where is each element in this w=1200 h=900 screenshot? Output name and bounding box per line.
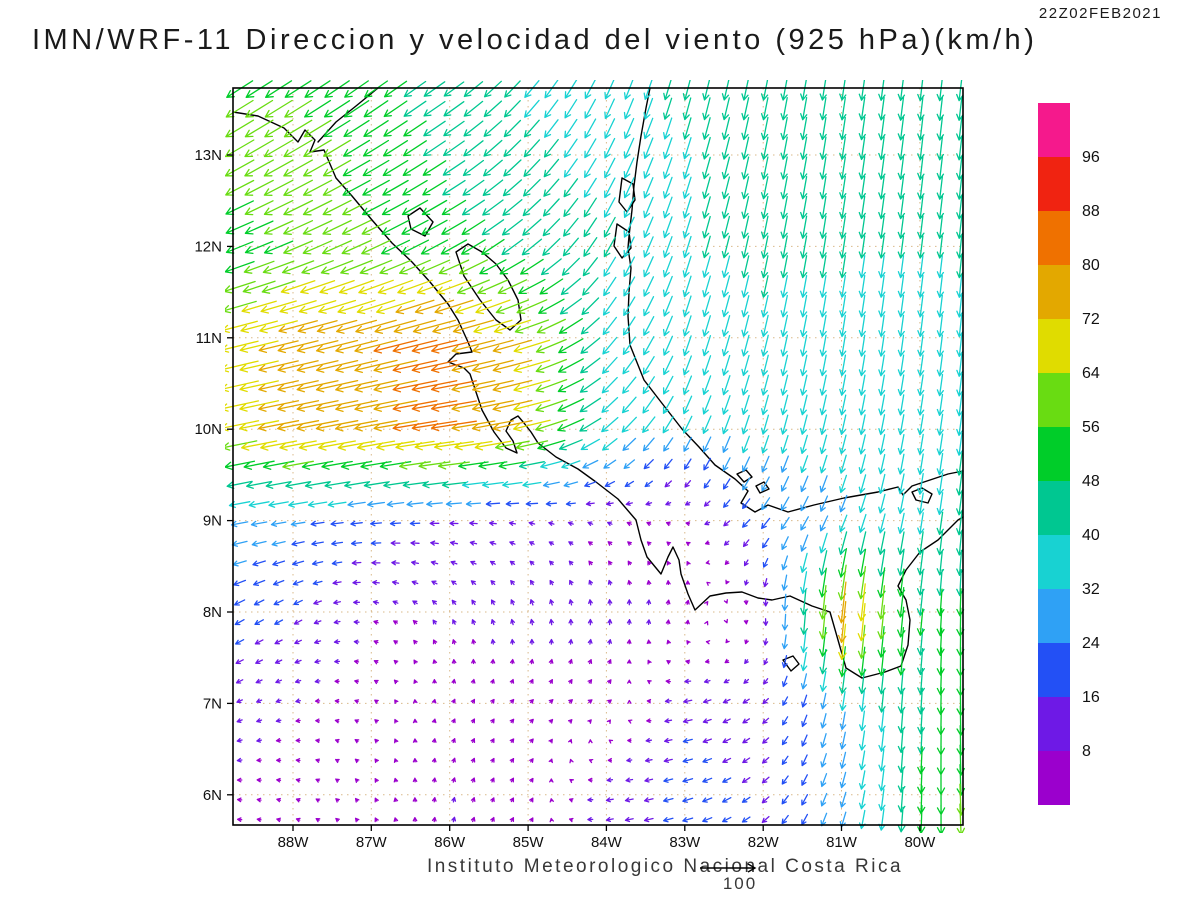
x-tick-label: 86W: [434, 834, 466, 851]
wind-vectors-layer: [373, 339, 477, 432]
bocas-island-2: [755, 481, 770, 494]
coastal-lagoon-south: [613, 223, 632, 259]
colorbar-segment: [1038, 427, 1070, 481]
colorbar-segment: [1038, 751, 1070, 805]
map-frame: [232, 87, 964, 826]
coastlines: [232, 87, 964, 679]
colorbar-label: 88: [1082, 203, 1100, 220]
x-tick-label: 80W: [904, 834, 936, 851]
colorbar-label: 64: [1082, 365, 1100, 382]
x-axis: 88W 87W 86W 85W 84W 83W 82W 81W 80W: [278, 825, 936, 851]
caption: Instituto Meteorologico Nacional Costa R…: [426, 856, 904, 877]
x-tick-label: 87W: [356, 834, 388, 851]
colorbar-segment: [1038, 319, 1070, 373]
x-tick-label: 85W: [513, 834, 545, 851]
country-border: [317, 87, 379, 143]
wind-vectors-layer: [258, 299, 847, 644]
coastal-lagoon-north: [618, 177, 636, 213]
colorbar-label: 24: [1082, 635, 1100, 652]
lake-nicaragua: [455, 243, 522, 331]
colorbar-label: 72: [1082, 311, 1100, 328]
colorbar-segment: [1038, 157, 1070, 211]
colorbar-label: 48: [1082, 473, 1100, 490]
wind-vectors-layer: [233, 457, 809, 826]
colorbar-segment: [1038, 535, 1070, 589]
colorbar-segment: [1038, 103, 1070, 157]
chart-title: IMN/WRF-11 Direccion y velocidad del vie…: [32, 24, 1038, 56]
colorbar-segment: [1038, 589, 1070, 643]
colorbar-label: 16: [1082, 689, 1100, 706]
coiba-island: [782, 655, 800, 672]
bocas-island: [736, 469, 753, 483]
wind-vectors-layer: [225, 80, 966, 833]
wind-vectors-layer: [228, 80, 964, 831]
colorbar-label: 32: [1082, 581, 1100, 598]
y-tick-label: 13N: [194, 147, 222, 164]
grid-lines: [233, 88, 963, 825]
y-tick-label: 10N: [194, 421, 222, 438]
colorbar-segment: [1038, 265, 1070, 319]
wind-vectors-layer: [225, 99, 966, 833]
lake-managua: [407, 207, 434, 237]
valid-time: 22Z02FEB2021: [1038, 5, 1162, 22]
colorbar-label: 8: [1082, 743, 1091, 760]
y-axis: 13N 12N 11N 10N 9N 8N 7N 6N: [194, 147, 233, 804]
y-tick-label: 9N: [203, 513, 222, 530]
wind-vectors-layer: [236, 521, 749, 823]
colorbar-segment: [1038, 481, 1070, 535]
x-tick-label: 82W: [748, 834, 780, 851]
y-tick-label: 6N: [203, 787, 222, 804]
y-tick-label: 8N: [203, 604, 222, 621]
wind-vectors-layer: [230, 435, 848, 828]
y-tick-label: 7N: [203, 695, 222, 712]
colorbar-labels: 96 88 80 72 64 56 48 40 32 24 16 8: [1082, 149, 1100, 760]
colorbar: [1038, 103, 1070, 805]
colorbar-label: 80: [1082, 257, 1100, 274]
colorbar-label: 96: [1082, 149, 1100, 166]
wind-vectors-layer: [235, 480, 770, 824]
gatun-lake: [911, 487, 933, 504]
x-tick-label: 84W: [591, 834, 623, 851]
caribbean-coastline: [627, 87, 964, 513]
colorbar-segment: [1038, 373, 1070, 427]
x-tick-label: 83W: [669, 834, 701, 851]
colorbar-segment: [1038, 643, 1070, 697]
y-tick-label: 11N: [196, 330, 222, 347]
wind-vectors-layer: [226, 80, 965, 833]
wind-vectors-layer: [225, 279, 867, 661]
colorbar-label: 40: [1082, 527, 1100, 544]
x-tick-label: 88W: [278, 834, 310, 851]
colorbar-segment: [1038, 211, 1070, 265]
colorbar-segment: [1038, 697, 1070, 751]
x-tick-label: 81W: [826, 834, 858, 851]
colorbar-label: 56: [1082, 419, 1100, 436]
wind-vectors: [225, 80, 966, 833]
pacific-coastline: [232, 111, 964, 679]
y-tick-label: 12N: [194, 238, 222, 255]
